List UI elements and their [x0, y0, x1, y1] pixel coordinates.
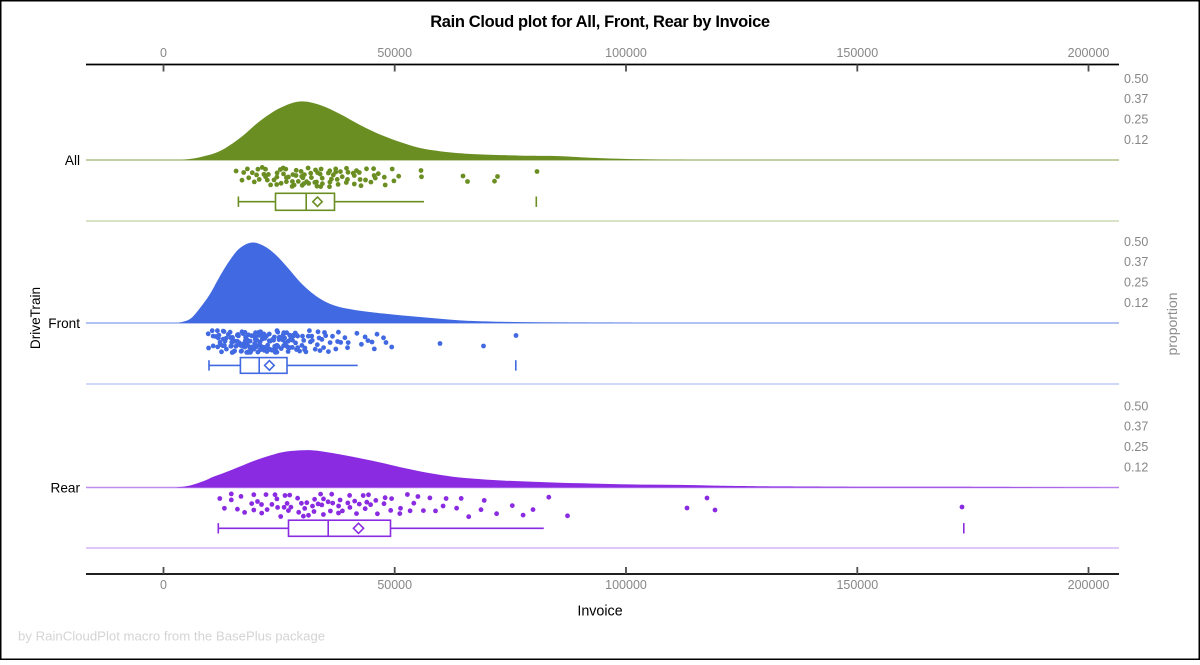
svg-text:100000: 100000: [605, 46, 647, 60]
svg-text:0: 0: [160, 46, 167, 60]
svg-text:0.50: 0.50: [1124, 235, 1148, 249]
svg-text:0.25: 0.25: [1124, 276, 1148, 290]
svg-text:0.50: 0.50: [1124, 72, 1148, 86]
svg-text:Front: Front: [48, 316, 80, 331]
svg-text:0.25: 0.25: [1124, 440, 1148, 454]
svg-text:150000: 150000: [836, 578, 878, 592]
svg-text:Invoice: Invoice: [577, 604, 622, 620]
svg-text:All: All: [65, 153, 80, 168]
svg-text:Rain Cloud plot for All, Front: Rain Cloud plot for All, Front, Rear by …: [430, 13, 770, 31]
svg-text:100000: 100000: [605, 578, 647, 592]
svg-text:0.12: 0.12: [1124, 460, 1148, 474]
svg-text:200000: 200000: [1068, 578, 1110, 592]
svg-text:0: 0: [160, 578, 167, 592]
svg-text:150000: 150000: [836, 46, 878, 60]
svg-text:200000: 200000: [1068, 46, 1110, 60]
svg-text:0.50: 0.50: [1124, 399, 1148, 413]
svg-text:0.25: 0.25: [1124, 113, 1148, 127]
svg-text:0.37: 0.37: [1124, 420, 1148, 434]
svg-text:0.37: 0.37: [1124, 255, 1148, 269]
svg-text:Rear: Rear: [51, 481, 81, 496]
svg-text:50000: 50000: [377, 46, 412, 60]
svg-text:DriveTrain: DriveTrain: [28, 287, 43, 349]
svg-text:by RainCloudPlot macro from th: by RainCloudPlot macro from the BasePlus…: [18, 629, 325, 644]
svg-text:0.12: 0.12: [1124, 296, 1148, 310]
svg-text:proportion: proportion: [1164, 292, 1180, 355]
svg-text:50000: 50000: [377, 578, 412, 592]
svg-text:0.37: 0.37: [1124, 92, 1148, 106]
svg-text:0.12: 0.12: [1124, 133, 1148, 147]
